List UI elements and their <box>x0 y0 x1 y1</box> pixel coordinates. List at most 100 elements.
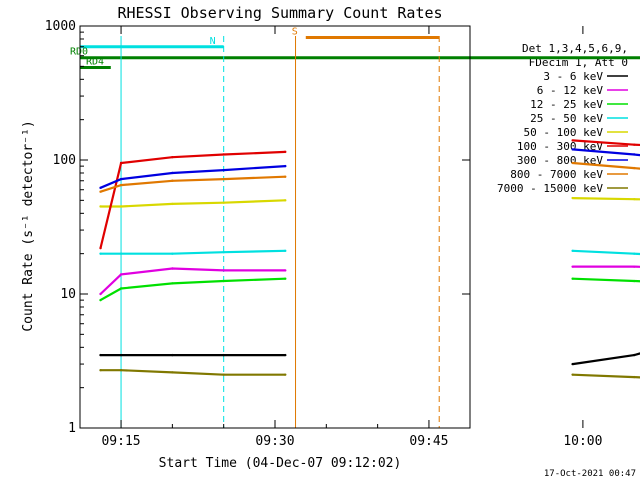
data-point <box>571 373 574 376</box>
data-point <box>222 279 225 283</box>
series-line <box>99 150 286 249</box>
legend-entry: 6 - 12 keV <box>537 84 604 97</box>
legend-entry: 25 - 50 keV <box>530 112 603 125</box>
data-point <box>119 287 123 290</box>
data-point <box>171 171 174 175</box>
data-point <box>633 353 636 357</box>
flag-label: N <box>210 36 216 47</box>
legend-header: Det 1,3,4,5,6,9, <box>522 42 628 55</box>
data-point <box>571 265 574 268</box>
x-tick-label: 09:30 <box>255 434 294 449</box>
data-point <box>222 373 225 376</box>
data-point <box>571 249 574 253</box>
y-tick-label: 100 <box>53 153 76 168</box>
x-tick-label: 09:15 <box>101 434 140 449</box>
data-point <box>633 279 636 283</box>
data-point <box>571 196 574 200</box>
x-tick-label: 10:00 <box>563 434 602 449</box>
data-point <box>284 353 287 357</box>
data-point <box>284 269 287 272</box>
data-point <box>171 267 174 270</box>
data-point <box>571 161 574 165</box>
data-point <box>171 371 174 374</box>
data-point <box>99 186 102 190</box>
series-line <box>100 369 286 376</box>
data-point <box>99 368 102 372</box>
data-point <box>171 179 174 182</box>
data-point <box>571 139 574 142</box>
x-axis-label: Start Time (04-Dec-07 09:12:02) <box>159 456 402 471</box>
legend-entry: 12 - 25 keV <box>530 98 603 111</box>
data-point <box>119 205 123 208</box>
plot-frame <box>79 25 471 429</box>
legend-entry: 800 - 7000 keV <box>510 168 603 181</box>
data-point <box>571 148 574 151</box>
x-tick-label: 09:45 <box>409 434 448 449</box>
data-point <box>284 150 287 154</box>
data-point <box>171 353 174 357</box>
y-tick-label: 10 <box>60 287 76 302</box>
data-point <box>284 249 287 253</box>
data-point <box>171 282 174 285</box>
legend-entry: 50 - 100 keV <box>524 126 604 139</box>
data-point <box>284 373 287 376</box>
series-line <box>99 277 286 302</box>
data-point <box>99 298 102 302</box>
legend-header: FDecim 1, Att 0 <box>529 56 628 69</box>
data-point <box>284 277 287 280</box>
legend: Det 1,3,4,5,6,9,FDecim 1, Att 03 - 6 keV… <box>497 42 628 195</box>
data-point <box>222 269 225 272</box>
data-point <box>171 155 174 159</box>
series-line <box>572 197 640 201</box>
series-line <box>99 267 286 295</box>
data-point <box>571 277 574 280</box>
y-tick-label: 1 <box>68 421 76 436</box>
data-point <box>99 190 102 193</box>
data-point <box>222 251 225 254</box>
series-line <box>572 249 640 256</box>
series-line <box>572 277 640 283</box>
data-point <box>171 252 174 255</box>
data-point <box>119 353 123 357</box>
data-point <box>222 201 225 204</box>
series-line <box>572 352 640 366</box>
y-tick-label: 1000 <box>45 19 76 34</box>
data-point <box>633 252 636 255</box>
series-line <box>100 199 286 208</box>
data-point <box>119 177 123 181</box>
data-point <box>571 362 574 366</box>
data-point <box>222 153 225 156</box>
flag-label: RD0 <box>70 47 88 58</box>
series-line <box>572 265 640 268</box>
data-point <box>99 252 102 255</box>
data-point <box>119 273 123 276</box>
flag-label: RD4 <box>86 57 104 68</box>
flag-label: S <box>292 27 298 38</box>
data-point <box>633 166 636 170</box>
data-point <box>99 353 102 357</box>
chart-title: RHESSI Observing Summary Count Rates <box>117 4 442 22</box>
footer-timestamp: 17-Oct-2021 00:47 <box>544 469 636 479</box>
data-point <box>284 199 287 202</box>
data-point <box>119 183 123 187</box>
data-point <box>633 153 636 156</box>
data-point <box>633 265 636 268</box>
data-point <box>284 175 287 178</box>
data-point <box>119 252 123 255</box>
data-point <box>99 205 102 208</box>
data-point <box>222 177 225 181</box>
legend-entry: 7000 - 15000 keV <box>497 182 603 195</box>
series-line <box>100 249 286 255</box>
data-point <box>284 164 287 168</box>
series-line <box>572 373 640 379</box>
data-point <box>222 168 225 172</box>
data-point <box>633 143 636 146</box>
legend-entry: 3 - 6 keV <box>543 70 603 83</box>
data-point <box>119 161 123 165</box>
data-point <box>99 246 102 250</box>
data-point <box>222 353 225 357</box>
data-point <box>119 368 123 372</box>
data-point <box>171 202 174 206</box>
data-point <box>633 197 636 201</box>
